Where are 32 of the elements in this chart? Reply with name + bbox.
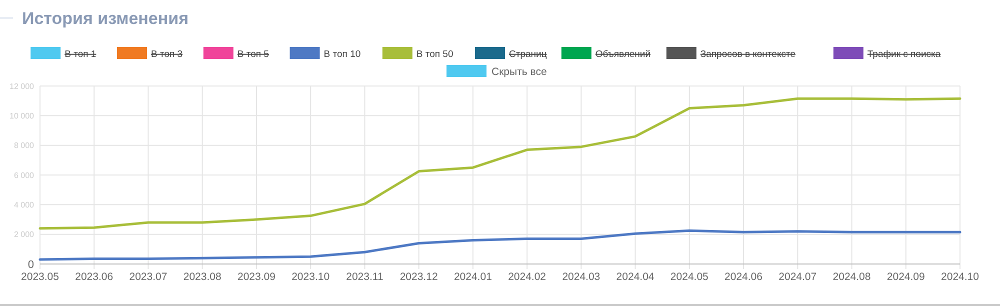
x-tick-label: 2023.10 [292, 271, 330, 283]
x-tick-label: 2023.05 [21, 271, 60, 283]
hide-all-button: Скрыть все [446, 65, 547, 78]
legend-label: Запросов в контексте [700, 49, 796, 60]
x-tick-label: 2024.08 [832, 271, 871, 283]
legend-label: В топ 1 [64, 49, 96, 60]
x-tick-label: 2024.03 [562, 271, 600, 283]
x-tick-label: 2024.02 [508, 271, 546, 283]
x-tick-label: 2023.12 [400, 271, 438, 283]
x-tick-label: 2023.11 [346, 271, 384, 283]
x-tick-label: 2023.06 [75, 271, 114, 283]
x-tick-label: 2023.08 [183, 271, 222, 283]
x-tick-label: 2024.04 [616, 271, 654, 283]
chart-title: История изменения [22, 9, 189, 28]
x-tick-label: 2024.01 [454, 271, 492, 283]
legend-label: Объявлений [595, 49, 651, 60]
legend-label: Трафик с поиска [867, 49, 942, 60]
legend-label: В топ 50 [416, 49, 454, 60]
y-tick-label: 0 [28, 258, 34, 271]
line-series [38, 97, 962, 230]
x-tick-label: 2024.06 [724, 271, 763, 283]
legend-label: Страниц [509, 49, 548, 60]
x-tick-label: 2023.07 [129, 271, 168, 283]
line-series [38, 229, 962, 261]
x-tick-label: 2024.07 [778, 271, 817, 283]
x-tick-label: 2024.10 [941, 271, 980, 283]
x-tick-label: 2023.09 [237, 271, 276, 283]
x-tick-label: 2024.09 [886, 271, 926, 283]
legend-label: В топ 5 [237, 49, 269, 60]
legend-label: В топ 3 [151, 49, 183, 60]
x-tick-label: 2024.05 [670, 271, 709, 283]
legend-label: В топ 10 [324, 49, 361, 60]
